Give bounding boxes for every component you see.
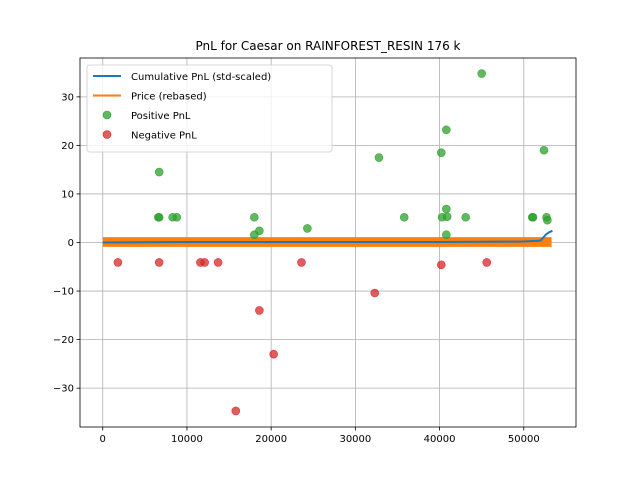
negative-pnl-point [255, 306, 264, 315]
negative-pnl-point [482, 258, 492, 267]
positive-pnl-point [172, 212, 182, 222]
y-tick-label: 10 [61, 189, 74, 200]
legend-box [86, 64, 333, 153]
positive-pnl-point [539, 145, 549, 155]
y-tick-label: −30 [53, 384, 74, 395]
cumulative-pnl-line [102, 229, 553, 244]
x-tick-label: 30000 [339, 434, 371, 445]
positive-pnl-point [442, 212, 452, 222]
legend: Cumulative PnL (std-scaled) Price (rebase… [86, 64, 333, 153]
x-axis: 0 10000 20000 30000 40000 50000 [100, 427, 540, 445]
negative-pnl-point [231, 406, 241, 416]
y-tick-label: 30 [61, 92, 74, 103]
x-tick-label: 20000 [255, 434, 287, 445]
positive-pnl-point [399, 212, 409, 222]
y-axis: −30 −20 −10 0 10 20 30 [53, 92, 80, 395]
positive-pnl-point [477, 69, 486, 78]
legend-label-price-rebased: Price (rebased) [131, 92, 207, 103]
legend-label-cumulative-pnl-std-scaled: Cumulative PnL (std-scaled) [131, 72, 271, 83]
negative-pnl-point [213, 258, 223, 267]
x-tick-label: 10000 [171, 434, 203, 445]
positive-pnl-point [154, 212, 163, 222]
negative-pnl-point [154, 258, 164, 267]
positive-pnl-point [250, 212, 259, 222]
legend-label-negative-pnl: Negative PnL [131, 131, 197, 142]
legend-marker-positive-pnl [102, 110, 112, 120]
negative-pnl-point [113, 258, 123, 267]
negative-pnl-point [269, 349, 278, 359]
positive-pnl-point [442, 204, 451, 214]
negative-pnl-point [436, 260, 446, 270]
positive-pnl-point [374, 153, 384, 162]
positive-pnl-point [442, 125, 451, 135]
legend-label-positive-pnl: Positive PnL [131, 111, 191, 122]
negative-pnl-point [200, 258, 209, 267]
legend-marker-negative-pnl [102, 130, 112, 139]
positive-pnl-point [250, 230, 259, 240]
y-tick-label: 20 [61, 141, 74, 152]
positive-pnl-point [436, 148, 446, 157]
x-tick-label: 0 [100, 434, 106, 445]
positive-pnl-point [528, 212, 538, 222]
y-tick-label: −20 [53, 335, 74, 346]
x-tick-label: 40000 [424, 434, 456, 445]
chart-title: PnL for Caesar on RAINFOREST_RESIN 176 k [195, 39, 460, 53]
y-tick-label: 0 [68, 238, 74, 249]
positive-pnl-point [461, 212, 470, 222]
positive-pnl-point [543, 215, 552, 225]
negative-pnl-point [370, 288, 380, 298]
x-tick-label: 50000 [508, 434, 540, 445]
negative-pnl-point [297, 258, 306, 267]
series-layer [102, 69, 553, 416]
positive-pnl-point [154, 167, 164, 177]
y-tick-label: −10 [53, 287, 74, 298]
positive-pnl-point [303, 224, 312, 233]
positive-pnl-point [442, 230, 451, 240]
